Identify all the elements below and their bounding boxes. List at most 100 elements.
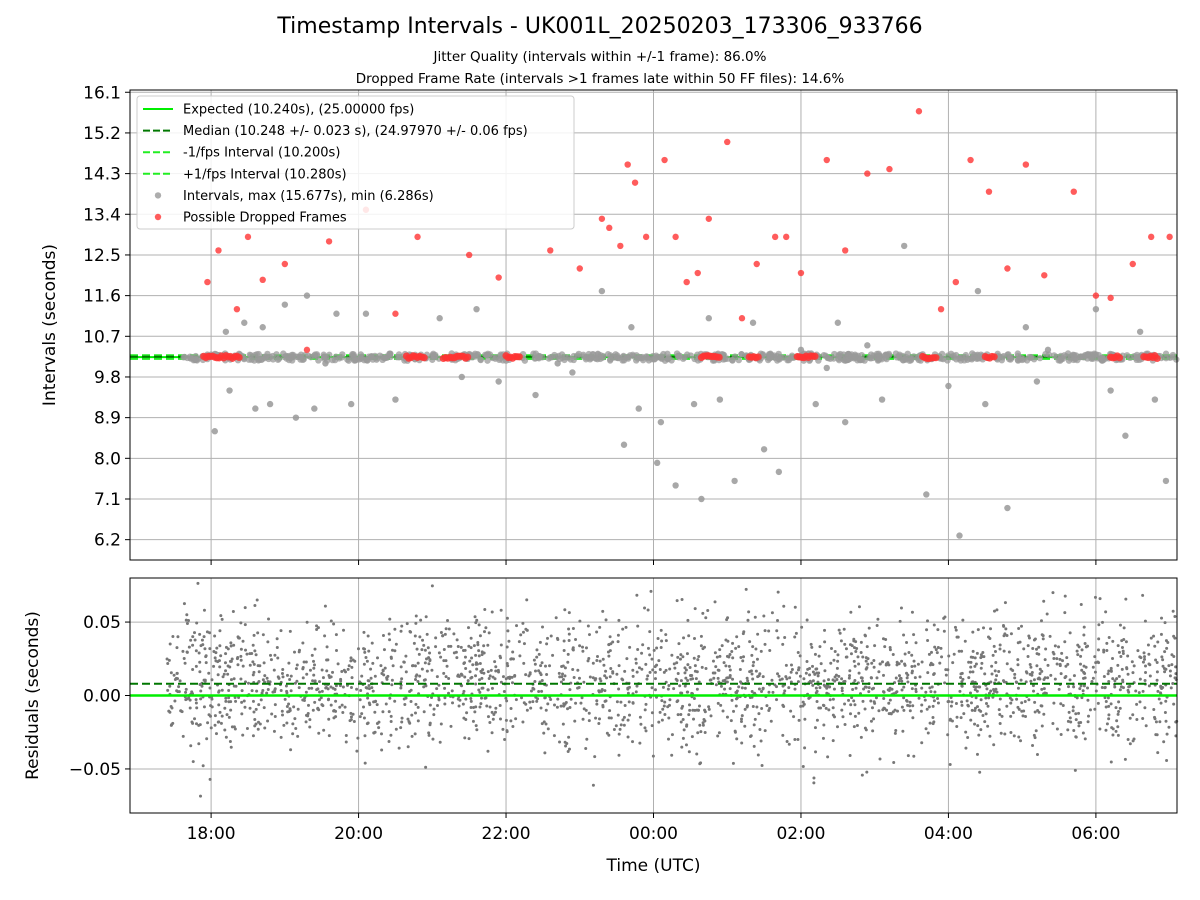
residual-point — [509, 719, 513, 723]
residual-point — [498, 717, 502, 721]
residual-point — [427, 733, 431, 737]
residual-point — [566, 707, 570, 711]
residual-point — [463, 661, 467, 665]
residual-point — [229, 678, 233, 682]
residual-point — [659, 628, 663, 632]
residual-point — [297, 650, 301, 654]
residual-point — [867, 686, 871, 690]
residual-point — [503, 737, 507, 741]
residual-point — [293, 717, 297, 721]
interval-point — [895, 352, 903, 360]
residual-point — [191, 668, 195, 672]
residual-point — [1093, 655, 1097, 659]
interval-point — [1151, 396, 1159, 403]
residual-point — [1135, 702, 1139, 706]
residual-point — [234, 699, 238, 703]
residual-point — [685, 652, 689, 656]
residual-point — [649, 589, 653, 593]
residual-point — [362, 662, 366, 666]
residual-point — [640, 651, 644, 655]
residual-point — [218, 710, 222, 714]
residual-point — [898, 676, 902, 680]
residual-point — [578, 619, 582, 623]
residual-point — [1117, 700, 1121, 704]
residual-point — [1027, 634, 1031, 638]
residual-point — [584, 646, 588, 650]
residual-point — [645, 677, 649, 681]
residual-point — [634, 657, 638, 661]
residual-point — [367, 683, 371, 687]
residual-point — [1114, 706, 1118, 710]
residual-point — [648, 653, 652, 657]
residual-point — [1059, 702, 1063, 706]
residual-point — [650, 711, 654, 715]
residual-point — [912, 633, 916, 637]
residual-point — [615, 700, 619, 704]
residuals-x-ticks: 18:00 20:00 22:00 00:00 02:00 04:00 06:00 — [187, 813, 1120, 844]
residual-point — [533, 679, 537, 683]
interval-point — [864, 342, 871, 349]
dropped-cluster-point — [1115, 354, 1124, 362]
residual-point — [856, 655, 860, 659]
residual-point — [860, 676, 864, 680]
residual-point — [387, 710, 391, 714]
residual-point — [679, 713, 683, 717]
dropped-frame-point — [215, 247, 222, 254]
residual-point — [572, 675, 576, 679]
interval-point — [731, 477, 738, 485]
residual-point — [731, 761, 735, 765]
interval-point — [998, 356, 1006, 364]
residual-point — [214, 659, 218, 663]
residual-point — [577, 676, 581, 680]
residual-point — [437, 651, 441, 655]
residual-point — [616, 633, 620, 637]
interval-point — [1081, 351, 1089, 359]
residual-point — [875, 624, 879, 628]
residual-point — [554, 616, 558, 620]
interval-point — [186, 353, 194, 360]
residual-point — [239, 621, 243, 625]
intervals-y-tick-label: 9.8 — [94, 368, 121, 388]
residual-point — [756, 753, 760, 757]
residual-point — [173, 699, 177, 703]
interval-point — [226, 387, 233, 394]
dropped-frame-point — [661, 156, 668, 164]
residual-point — [1105, 641, 1109, 645]
interval-point — [607, 356, 614, 363]
residual-point — [799, 704, 803, 708]
residual-point — [1077, 645, 1081, 649]
residual-point — [853, 714, 857, 718]
residual-point — [1077, 711, 1081, 715]
residual-point — [861, 655, 865, 659]
residual-point — [199, 689, 203, 693]
residual-point — [169, 671, 173, 675]
residual-point — [899, 606, 903, 610]
residual-point — [539, 706, 543, 710]
residual-point — [835, 725, 839, 729]
residual-point — [475, 618, 479, 622]
dropped-frame-point — [771, 233, 779, 241]
residual-point — [969, 718, 973, 722]
residual-point — [1009, 731, 1013, 735]
residual-point — [273, 653, 277, 657]
residual-point — [753, 615, 757, 619]
residual-point — [1087, 714, 1091, 718]
interval-point — [901, 355, 909, 363]
residual-point — [1057, 687, 1061, 691]
residual-point — [924, 690, 928, 694]
residual-point — [215, 646, 219, 650]
residual-point — [622, 723, 626, 727]
residual-point — [667, 683, 671, 687]
residual-point — [443, 702, 447, 706]
dropped-frame-point — [937, 305, 945, 313]
residual-point — [327, 717, 331, 721]
residual-point — [619, 700, 623, 704]
dropped-frame-point — [783, 233, 790, 241]
residual-point — [926, 671, 930, 675]
residual-point — [729, 719, 733, 723]
residual-point — [854, 650, 858, 654]
residual-point — [929, 690, 933, 694]
residual-point — [1001, 679, 1005, 683]
dropped-frame-point — [642, 233, 650, 241]
residual-point — [427, 731, 431, 735]
